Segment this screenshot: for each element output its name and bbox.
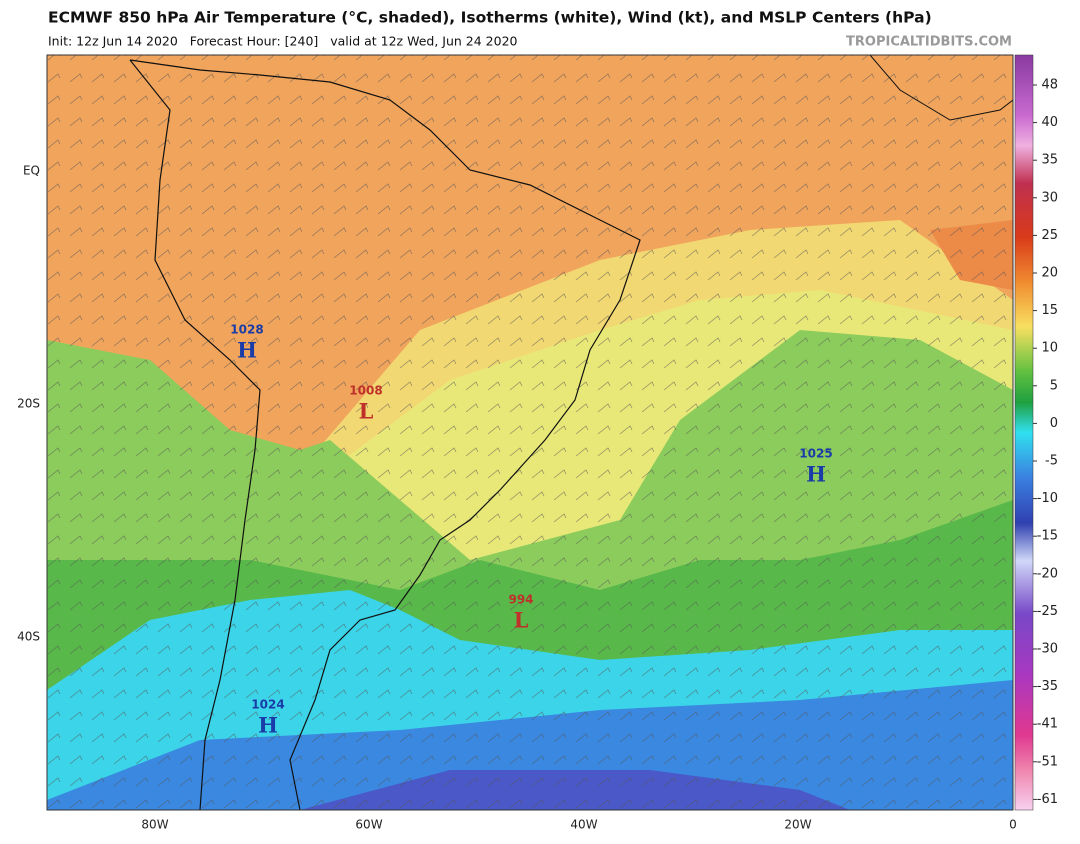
map-frame [46, 54, 1014, 811]
lat-label: 40S [17, 630, 40, 644]
lat-label: EQ [23, 164, 40, 178]
pressure-letter: H [237, 338, 257, 363]
colorbar-label: 15 [1041, 303, 1058, 318]
colorbar-label: 20 [1041, 266, 1058, 281]
colorbar-label: -20 [1037, 566, 1058, 581]
colorbar-label: 40 [1041, 115, 1058, 130]
colorbar-label: 5 [1050, 378, 1058, 393]
colorbar [1014, 54, 1034, 811]
colorbar-label: 35 [1041, 153, 1058, 168]
colorbar-label: 30 [1041, 190, 1058, 205]
lon-label: 40W [570, 818, 597, 832]
colorbar-label: -25 [1037, 604, 1058, 619]
colorbar-label: 48 [1041, 78, 1058, 93]
site-name: TROPICALTIDBITS.COM [846, 35, 1012, 50]
lon-label: 20W [784, 818, 811, 832]
lon-label: 0 [1009, 818, 1017, 832]
title: ECMWF 850 hPa Air Temperature (°C, shade… [48, 9, 932, 27]
colorbar-label: -15 [1037, 529, 1058, 544]
pressure-letter: H [258, 713, 278, 738]
pressure-value: 1024 [251, 698, 284, 712]
colorbar-label: 25 [1041, 228, 1058, 243]
pressure-value: 994 [508, 593, 533, 607]
colorbar-label: -30 [1037, 642, 1058, 657]
colorbar-label: -61 [1037, 792, 1058, 807]
pressure-letter: L [514, 608, 529, 633]
pressure-value: 1028 [230, 323, 263, 337]
colorbar-label: -51 [1037, 754, 1058, 769]
pressure-value: 1008 [349, 384, 382, 398]
map-field [47, 55, 1013, 810]
colorbar-label: 0 [1050, 416, 1058, 431]
colorbar-label: -10 [1037, 491, 1058, 506]
colorbar-label: -41 [1037, 717, 1058, 732]
pressure-letter: H [806, 462, 826, 487]
pressure-letter: L [359, 399, 374, 424]
colorbar-label: -35 [1037, 679, 1058, 694]
colorbar-label: -5 [1045, 454, 1058, 469]
lat-label: 20S [17, 397, 40, 411]
pressure-value: 1025 [799, 447, 832, 461]
colorbar-label: 10 [1041, 341, 1058, 356]
subtitle: Init: 12z Jun 14 2020 Forecast Hour: [24… [48, 34, 518, 49]
lon-label: 80W [141, 818, 168, 832]
lon-label: 60W [355, 818, 382, 832]
